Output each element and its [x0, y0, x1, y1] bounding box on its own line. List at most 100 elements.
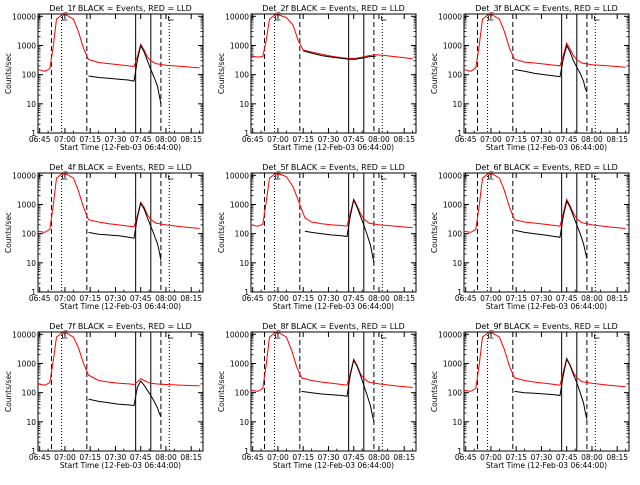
- y-axis-label: Counts/sec: [430, 53, 439, 94]
- x-tick-label: 07:45: [556, 453, 578, 462]
- panel-title: Det_9f BLACK = Events, RED = LLD: [475, 322, 618, 331]
- x-tick-label: 07:30: [531, 294, 553, 303]
- y-tick-label: 1: [31, 129, 36, 138]
- x-tick-label: 08:15: [180, 294, 202, 303]
- y-axis-label: Counts/sec: [4, 212, 13, 253]
- y-axis-label: Counts/sec: [217, 53, 226, 94]
- x-tick-label: 07:00: [267, 135, 289, 144]
- x-tick-label: 07:00: [480, 135, 502, 144]
- plot-frame: [463, 13, 630, 134]
- plot-frame: [250, 13, 417, 134]
- x-tick-label: 06:45: [455, 294, 477, 303]
- x-axis-label: Start Time (12-Feb-03 06:44:00): [486, 143, 607, 152]
- x-tick-label: 07:45: [343, 135, 365, 144]
- y-tick-label: 10000: [438, 12, 462, 21]
- plot-frame: [37, 13, 204, 134]
- saa-glyph: [488, 16, 494, 21]
- panel-title: Det_3f BLACK = Events, RED = LLD: [475, 4, 618, 13]
- x-tick-label: 08:15: [606, 135, 628, 144]
- y-tick-label: 10000: [12, 171, 36, 180]
- panel-9: Det_9f BLACK = Events, RED = LLD 1 10 100 10…: [430, 322, 630, 470]
- saa-glyph: [381, 175, 387, 180]
- y-tick-label: 10000: [12, 12, 36, 21]
- series-line-lld: [464, 332, 626, 392]
- x-tick-label: 06:45: [242, 453, 264, 462]
- series-line-events: [88, 44, 162, 104]
- x-tick-label: 08:00: [155, 453, 177, 462]
- x-axis-label: Start Time (12-Feb-03 06:44:00): [273, 143, 394, 152]
- series-line-lld: [38, 332, 200, 387]
- panel-8: Det_8f BLACK = Events, RED = LLD 1 10 100 10…: [217, 322, 417, 470]
- x-tick-label: 06:45: [455, 453, 477, 462]
- y-axis-label: Counts/sec: [4, 371, 13, 412]
- series-line-events: [88, 201, 162, 261]
- saa-glyph: [275, 175, 281, 180]
- saa-glyph: [168, 16, 174, 21]
- saa-glyph: [275, 334, 281, 339]
- y-axis-label: Counts/sec: [430, 212, 439, 253]
- y-tick-label: 10000: [12, 330, 36, 339]
- x-tick-label: 07:00: [54, 294, 76, 303]
- saa-glyph: [381, 16, 387, 21]
- x-tick-label: 07:00: [54, 135, 76, 144]
- x-tick-label: 07:45: [130, 453, 152, 462]
- panel-title: Det_1f BLACK = Events, RED = LLD: [49, 4, 192, 13]
- y-axis-label: Counts/sec: [430, 371, 439, 412]
- series-line-events: [88, 380, 162, 417]
- x-tick-label: 08:15: [606, 453, 628, 462]
- x-axis-label: Start Time (12-Feb-03 06:44:00): [273, 461, 394, 470]
- y-tick-label: 1000: [17, 41, 36, 50]
- y-axis-label: Counts/sec: [217, 212, 226, 253]
- panel-title: Det_6f BLACK = Events, RED = LLD: [475, 163, 618, 172]
- x-tick-label: 07:30: [318, 294, 340, 303]
- y-tick-label: 100: [448, 71, 463, 80]
- x-tick-label: 07:15: [79, 294, 101, 303]
- y-tick-label: 10: [239, 418, 249, 427]
- plot-frame: [250, 331, 417, 452]
- y-tick-label: 100: [235, 389, 250, 398]
- y-tick-label: 10: [26, 259, 36, 268]
- y-tick-label: 10: [26, 418, 36, 427]
- x-tick-label: 07:30: [318, 453, 340, 462]
- y-tick-label: 100: [22, 230, 37, 239]
- y-tick-label: 10000: [225, 171, 249, 180]
- y-tick-label: 1: [244, 447, 249, 456]
- panel-6: Det_6f BLACK = Events, RED = LLD 1 10 100 10…: [430, 163, 630, 311]
- x-axis-label: Start Time (12-Feb-03 06:44:00): [60, 461, 181, 470]
- y-tick-label: 1000: [17, 200, 36, 209]
- x-tick-label: 08:15: [393, 453, 415, 462]
- y-tick-label: 10000: [225, 330, 249, 339]
- panel-1: Det_1f BLACK = Events, RED = LLD 1 10 100 10…: [4, 4, 204, 152]
- plot-frame: [463, 331, 630, 452]
- x-tick-label: 07:00: [480, 453, 502, 462]
- x-tick-label: 07:15: [505, 294, 527, 303]
- x-tick-label: 07:45: [556, 294, 578, 303]
- y-tick-label: 10: [452, 100, 462, 109]
- y-tick-label: 1: [244, 129, 249, 138]
- y-tick-label: 10: [239, 259, 249, 268]
- x-tick-label: 08:00: [581, 453, 603, 462]
- series-line-events: [514, 357, 588, 420]
- saa-glyph: [62, 16, 68, 21]
- y-axis-label: Counts/sec: [217, 371, 226, 412]
- plot-frame: [37, 331, 204, 452]
- series-line-lld: [38, 173, 200, 233]
- x-tick-label: 07:00: [480, 294, 502, 303]
- y-tick-label: 100: [235, 71, 250, 80]
- x-axis-label: Start Time (12-Feb-03 06:44:00): [60, 143, 181, 152]
- saa-glyph: [62, 334, 68, 339]
- plot-frame: [37, 172, 204, 293]
- x-tick-label: 07:30: [105, 453, 127, 462]
- panel-5: Det_5f BLACK = Events, RED = LLD 1 10 100 10…: [217, 163, 417, 311]
- x-tick-label: 08:15: [393, 135, 415, 144]
- x-tick-label: 08:00: [155, 135, 177, 144]
- x-tick-label: 08:00: [581, 135, 603, 144]
- saa-glyph: [168, 175, 174, 180]
- panel-title: Det_4f BLACK = Events, RED = LLD: [49, 163, 192, 172]
- x-tick-label: 07:30: [531, 453, 553, 462]
- y-axis-label: Counts/sec: [4, 53, 13, 94]
- y-tick-label: 100: [448, 230, 463, 239]
- x-tick-label: 07:15: [292, 294, 314, 303]
- panel-2: Det_2f BLACK = Events, RED = LLD 1 10 100 10…: [217, 4, 417, 152]
- x-tick-label: 06:45: [242, 135, 264, 144]
